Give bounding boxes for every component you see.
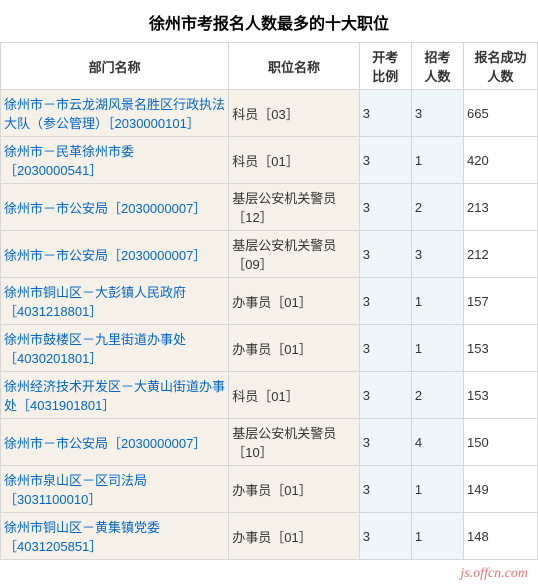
table-row: 徐州市－市公安局［2030000007］基层公安机关警员［12］32213 bbox=[1, 184, 538, 231]
cell-success: 213 bbox=[464, 184, 538, 231]
cell-ratio: 3 bbox=[359, 278, 411, 325]
header-recruit: 招考 人数 bbox=[411, 43, 463, 90]
cell-recruit: 2 bbox=[411, 184, 463, 231]
table-row: 徐州经济技术开发区－大黄山街道办事处［4031901801］科员［01］3215… bbox=[1, 372, 538, 419]
cell-recruit: 1 bbox=[411, 325, 463, 372]
header-recruit-line1: 招考 bbox=[415, 47, 460, 66]
cell-success: 420 bbox=[464, 137, 538, 184]
cell-ratio: 3 bbox=[359, 231, 411, 278]
cell-dept[interactable]: 徐州市鼓楼区－九里街道办事处［4030201801］ bbox=[1, 325, 229, 372]
cell-dept[interactable]: 徐州市泉山区－区司法局［3031100010］ bbox=[1, 466, 229, 513]
cell-recruit: 1 bbox=[411, 137, 463, 184]
page-container: 徐州市考报名人数最多的十大职位 部门名称 职位名称 开考 比例 招考 人数 报名… bbox=[0, 0, 538, 588]
cell-ratio: 3 bbox=[359, 372, 411, 419]
cell-position: 办事员［01］ bbox=[229, 513, 359, 560]
header-ratio-line1: 开考 bbox=[363, 47, 408, 66]
header-success-line2: 人数 bbox=[467, 66, 534, 85]
cell-dept[interactable]: 徐州市－民革徐州市委［2030000541］ bbox=[1, 137, 229, 184]
cell-position: 科员［01］ bbox=[229, 372, 359, 419]
cell-success: 212 bbox=[464, 231, 538, 278]
cell-ratio: 3 bbox=[359, 184, 411, 231]
cell-success: 153 bbox=[464, 325, 538, 372]
cell-success: 148 bbox=[464, 513, 538, 560]
table-row: 徐州市铜山区－大彭镇人民政府［4031218801］办事员［01］31157 bbox=[1, 278, 538, 325]
header-recruit-line2: 人数 bbox=[415, 66, 460, 85]
cell-success: 149 bbox=[464, 466, 538, 513]
cell-dept[interactable]: 徐州经济技术开发区－大黄山街道办事处［4031901801］ bbox=[1, 372, 229, 419]
table-row: 徐州市泉山区－区司法局［3031100010］办事员［01］31149 bbox=[1, 466, 538, 513]
cell-position: 办事员［01］ bbox=[229, 325, 359, 372]
cell-recruit: 4 bbox=[411, 419, 463, 466]
cell-success: 157 bbox=[464, 278, 538, 325]
header-success: 报名成功 人数 bbox=[464, 43, 538, 90]
cell-position: 基层公安机关警员［10］ bbox=[229, 419, 359, 466]
header-row: 部门名称 职位名称 开考 比例 招考 人数 报名成功 人数 bbox=[1, 43, 538, 90]
cell-ratio: 3 bbox=[359, 513, 411, 560]
cell-success: 150 bbox=[464, 419, 538, 466]
table-row: 徐州市－市公安局［2030000007］基层公安机关警员［10］34150 bbox=[1, 419, 538, 466]
cell-dept[interactable]: 徐州市－市公安局［2030000007］ bbox=[1, 419, 229, 466]
cell-ratio: 3 bbox=[359, 325, 411, 372]
cell-dept[interactable]: 徐州市铜山区－大彭镇人民政府［4031218801］ bbox=[1, 278, 229, 325]
cell-ratio: 3 bbox=[359, 419, 411, 466]
cell-position: 科员［03］ bbox=[229, 90, 359, 137]
cell-dept[interactable]: 徐州市－市云龙湖风景名胜区行政执法大队（参公管理）［2030000101］ bbox=[1, 90, 229, 137]
header-ratio: 开考 比例 bbox=[359, 43, 411, 90]
cell-ratio: 3 bbox=[359, 466, 411, 513]
table-row: 徐州市铜山区－黄集镇党委［4031205851］办事员［01］31148 bbox=[1, 513, 538, 560]
cell-ratio: 3 bbox=[359, 137, 411, 184]
cell-success: 665 bbox=[464, 90, 538, 137]
cell-position: 基层公安机关警员［12］ bbox=[229, 184, 359, 231]
cell-dept[interactable]: 徐州市－市公安局［2030000007］ bbox=[1, 184, 229, 231]
header-position: 职位名称 bbox=[229, 43, 359, 90]
cell-position: 基层公安机关警员［09］ bbox=[229, 231, 359, 278]
cell-success: 153 bbox=[464, 372, 538, 419]
cell-recruit: 1 bbox=[411, 513, 463, 560]
cell-recruit: 1 bbox=[411, 278, 463, 325]
table-row: 徐州市－市公安局［2030000007］基层公安机关警员［09］33212 bbox=[1, 231, 538, 278]
page-title: 徐州市考报名人数最多的十大职位 bbox=[0, 0, 538, 42]
table-row: 徐州市－民革徐州市委［2030000541］科员［01］31420 bbox=[1, 137, 538, 184]
cell-position: 办事员［01］ bbox=[229, 466, 359, 513]
header-dept: 部门名称 bbox=[1, 43, 229, 90]
cell-position: 办事员［01］ bbox=[229, 278, 359, 325]
cell-recruit: 3 bbox=[411, 231, 463, 278]
data-table: 部门名称 职位名称 开考 比例 招考 人数 报名成功 人数 徐州市－市云龙湖风景… bbox=[0, 42, 538, 560]
table-row: 徐州市－市云龙湖风景名胜区行政执法大队（参公管理）［2030000101］科员［… bbox=[1, 90, 538, 137]
header-ratio-line2: 比例 bbox=[363, 66, 408, 85]
header-success-line1: 报名成功 bbox=[467, 47, 534, 66]
cell-dept[interactable]: 徐州市铜山区－黄集镇党委［4031205851］ bbox=[1, 513, 229, 560]
cell-recruit: 3 bbox=[411, 90, 463, 137]
table-row: 徐州市鼓楼区－九里街道办事处［4030201801］办事员［01］31153 bbox=[1, 325, 538, 372]
cell-ratio: 3 bbox=[359, 90, 411, 137]
cell-position: 科员［01］ bbox=[229, 137, 359, 184]
watermark: js.offcn.com bbox=[0, 560, 538, 588]
cell-recruit: 1 bbox=[411, 466, 463, 513]
cell-recruit: 2 bbox=[411, 372, 463, 419]
cell-dept[interactable]: 徐州市－市公安局［2030000007］ bbox=[1, 231, 229, 278]
